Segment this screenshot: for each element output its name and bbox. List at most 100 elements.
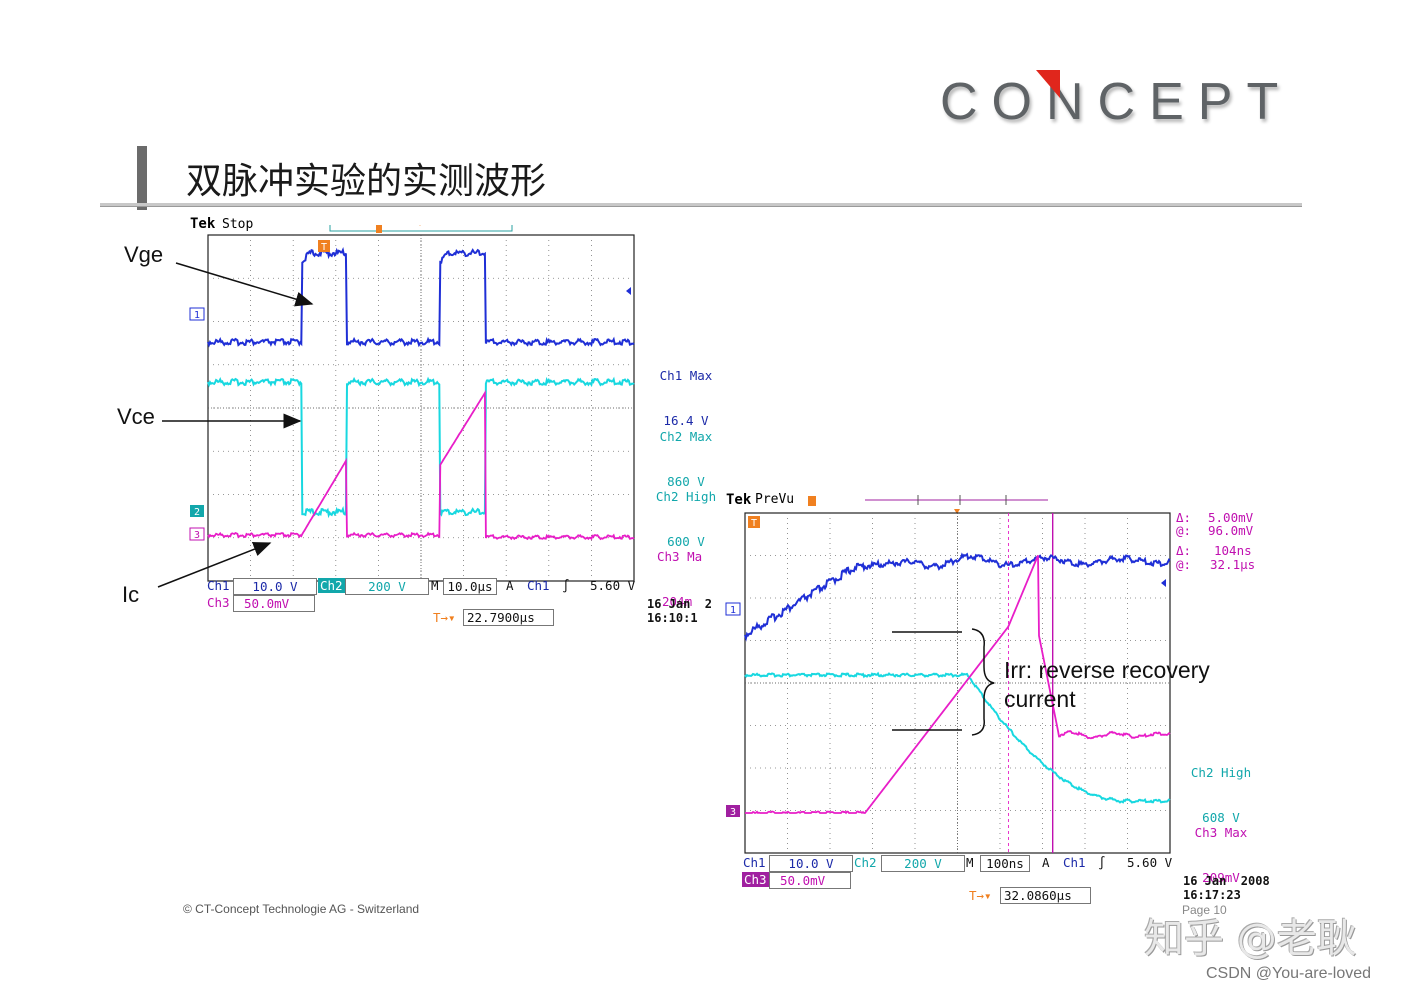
- scope1-brand: Tek: [190, 216, 216, 232]
- annotation-irr-line1: Irr: reverse recovery: [1004, 657, 1210, 683]
- scope2-ch3-marker: [726, 805, 740, 817]
- scope1-ch1-marker: [189, 307, 205, 321]
- logo-accent-mark: [1036, 70, 1060, 98]
- scope2-meas-ch2-high: Ch2 High 608 V: [1188, 735, 1254, 840]
- scope1-meas-ch2-max: Ch2 Max 860 V: [657, 399, 715, 504]
- scope2-a-label: A: [1042, 855, 1050, 870]
- footer-copyright: © CT-Concept Technologie AG - Switzerlan…: [183, 902, 420, 916]
- scope2-ch2-trace: [744, 671, 1171, 804]
- scope2-cursor4-value: 32.1µs: [1210, 557, 1256, 572]
- watermark-csdn: CSDN @You-are-loved: [1206, 965, 1372, 982]
- scope1-ch3-marker: [189, 527, 205, 541]
- watermark-zhihu: 知乎 @老耿: [1144, 916, 1357, 962]
- scope2-ch2-label: Ch2: [854, 855, 877, 870]
- scope2-ch1-marker: [725, 602, 741, 616]
- scope2-ch1-scale: 10.0 V: [769, 855, 853, 872]
- arrow-vge: [175, 262, 314, 307]
- scope1-graticule: [207, 234, 635, 582]
- scope1-meas-ch2-high-value: 600 V: [667, 534, 705, 549]
- scope1-meas-ch3: Ch3 Ma 204m: [657, 519, 717, 624]
- scope1-ch2-trace: [207, 376, 635, 519]
- scope2-cursor3-label: Δ:: [1176, 543, 1192, 558]
- scope2-cursor2-label: @:: [1176, 523, 1192, 538]
- scope1-m-label: M: [431, 578, 439, 593]
- scope1-traces: [207, 246, 635, 541]
- scope2-chart: 1 3 T: [725, 495, 1171, 854]
- arrow-ic: [157, 542, 272, 588]
- scope2-cursor3-value: 104ns: [1214, 543, 1252, 558]
- scope1-trig-slope: ∫: [562, 578, 570, 593]
- scope1-ch2-label: Ch2: [318, 578, 345, 593]
- scope1-trig-src: Ch1: [527, 578, 550, 593]
- scope2-level-arrow: [1161, 579, 1166, 587]
- title-rule: [100, 203, 1302, 207]
- scope2-trigger-arrow: [954, 509, 960, 514]
- scope1-level-arrow: [626, 287, 631, 295]
- annotation-vge: Vge: [124, 242, 164, 267]
- scope2-meas-ch2-high-value: 608 V: [1202, 810, 1240, 825]
- scope2-trig-pos-label: T→▾: [969, 888, 992, 903]
- scope1-record-bar: [329, 225, 513, 232]
- scope1-record-marker: [376, 225, 382, 233]
- scope2-mode: PreVu: [755, 492, 795, 507]
- scope2-traces: [744, 513, 1171, 853]
- scope2-trig-pos: 32.0860µs: [1000, 887, 1091, 904]
- scope2-brand: Tek: [726, 492, 752, 508]
- slide-title: 双脉冲实验的实测波形: [186, 161, 547, 202]
- company-logo: CONCEPT: [940, 73, 1293, 131]
- scope2-meas-ch3-max-name: Ch3 Max: [1194, 825, 1248, 840]
- scope2-m-label: M: [966, 855, 974, 870]
- scope2-time: 16:17:23: [1183, 888, 1241, 902]
- scope1-ch2-marker-label: 2: [194, 507, 200, 518]
- scope1-timebase: 10.0µs: [443, 578, 497, 595]
- scope1-ch2-marker: [190, 505, 204, 517]
- scope2-ch1-marker-label: 1: [730, 605, 736, 616]
- scope1-trig-level: 5.60 V: [590, 578, 636, 593]
- scope2-ch3-trace: [745, 555, 1171, 815]
- scope2-ch2-scale: 200 V: [881, 855, 965, 872]
- scope2-trig-src: Ch1: [1063, 855, 1086, 870]
- scope2-timebase: 100ns: [980, 855, 1030, 872]
- scope1-ch3-trace: [207, 389, 635, 541]
- scope1-trigger-arrow: [419, 225, 421, 226]
- scope1-meas-ch2-max-value: 860 V: [667, 474, 705, 489]
- scope2-cursor1-label: Δ:: [1176, 510, 1192, 525]
- scope2-cursor1-value: 5.00mV: [1208, 510, 1254, 525]
- scope1-meas-ch2-max-name: Ch2 Max: [659, 429, 713, 444]
- scope1-chart: 1 2 3 T: [189, 225, 635, 582]
- scope1-ch3-marker-label: 3: [194, 530, 200, 541]
- scope2-record-marker: [808, 496, 816, 506]
- scope1-ch1-scale: 10.0 V: [233, 578, 317, 595]
- scope1-meas-ch3-name: Ch3 Ma: [657, 549, 703, 564]
- scope1-trig-pos: 22.7900µs: [463, 609, 554, 626]
- scope1-meas-ch1-name: Ch1 Max: [659, 368, 713, 383]
- scope1-ch1-marker-label: 1: [194, 310, 200, 321]
- scope1-meas-ch2-high: Ch2 High 600 V: [653, 459, 719, 564]
- scope2-ch1-label: Ch1: [743, 855, 766, 870]
- scope1-a-label: A: [506, 578, 514, 593]
- annotation-irr-line2: current: [1004, 686, 1076, 712]
- page-number: Page 10: [1182, 903, 1227, 917]
- scope2-trig-level: 5.60 V: [1127, 855, 1173, 870]
- scope2-ch3-marker-label: 3: [730, 807, 736, 818]
- annotation-vce: Vce: [117, 404, 155, 429]
- scope2-ch3-scale: 50.0mV: [769, 872, 851, 889]
- scope1-date: 16 Jan 2: [647, 597, 713, 611]
- scope1-meas-ch3-value: 204m: [662, 594, 693, 609]
- scope2-date: 16 Jan 2008: [1183, 874, 1270, 888]
- scope1-time: 16:10:1: [647, 611, 698, 625]
- scope2-ch1-trace: [744, 552, 1171, 642]
- scope2-trig-slope: ∫: [1098, 855, 1106, 870]
- scope1-mode: Stop: [222, 217, 254, 232]
- scope1-trigger-marker-label: T: [321, 242, 327, 253]
- scope1-meas-ch1: Ch1 Max 16.4 V: [657, 338, 715, 443]
- scope2-trigger-marker-label: T: [751, 518, 757, 529]
- scope2-ch3-label: Ch3: [742, 872, 769, 887]
- scope1-trigger-marker: [318, 240, 330, 252]
- title-accent-bar: [137, 146, 147, 210]
- scope1-ch1-trace: [207, 246, 635, 348]
- scope2-meas-ch3-max-value: 209mV: [1202, 870, 1240, 885]
- annotation-ic: Ic: [122, 582, 140, 607]
- scope1-ch3-label: Ch3: [207, 595, 230, 610]
- scope2-meas-ch3-max: Ch3 Max 209mV: [1190, 795, 1252, 900]
